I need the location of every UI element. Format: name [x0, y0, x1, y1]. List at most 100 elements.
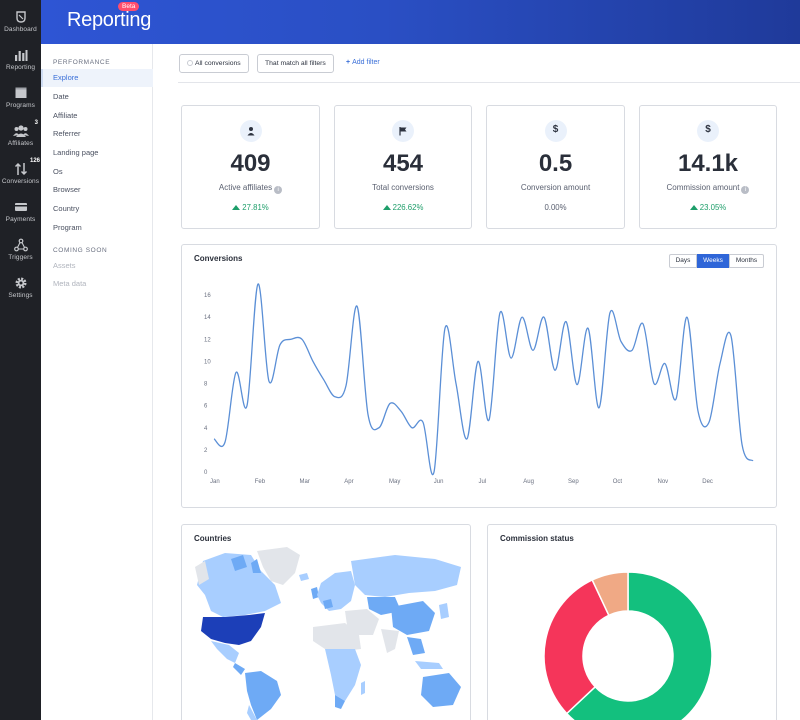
map-country-russia	[351, 555, 461, 597]
rail-item-payments[interactable]: Payments	[0, 200, 41, 223]
y-tick-label: 16	[204, 293, 211, 299]
add-filter-button[interactable]: + Add filter	[346, 59, 380, 66]
subnav-item-referrer[interactable]: Referrer	[53, 129, 81, 138]
x-tick-label: Mar	[300, 479, 310, 485]
map-country-japan	[439, 603, 449, 619]
map-country-china	[391, 601, 435, 635]
subnav-item-date[interactable]: Date	[53, 92, 69, 101]
kpi-card-commission-amount: $ 14.1k Commission amount i 23.05%	[639, 105, 777, 229]
gear-icon	[15, 277, 26, 289]
rail-label: Conversions	[1, 178, 40, 185]
map-country-australia	[421, 673, 461, 707]
map-country-southeast-asia	[407, 637, 425, 655]
kpi-label: Active affiliates i	[182, 183, 319, 194]
match-filter[interactable]: That match all filters	[257, 54, 334, 73]
map-country-central-africa	[325, 649, 361, 701]
kpi-value: 14.1k	[677, 150, 739, 177]
rail-label: Reporting	[5, 64, 36, 71]
donut-slice-declined[interactable]	[543, 578, 610, 715]
map-country-brazil	[245, 671, 281, 720]
subnav-item-browser[interactable]: Browser	[53, 185, 81, 194]
map-country-central-america	[233, 663, 245, 675]
kpi-value: 409	[230, 150, 271, 177]
countries-map	[195, 547, 461, 720]
rail-item-affiliates[interactable]: 3 Affiliates	[0, 120, 41, 147]
kpi-card-active-affiliates: 409 Active affiliates i 27.81%	[181, 105, 320, 229]
kpi-label: Commission amount i	[640, 183, 776, 194]
kpi-value: 454	[382, 150, 424, 177]
kpi-delta: 0.00%	[544, 203, 567, 212]
x-tick-label: May	[389, 479, 400, 485]
circle-icon	[187, 60, 193, 66]
donut-slice-approved[interactable]	[565, 571, 713, 720]
kpi-delta-text: 27.81%	[242, 203, 269, 212]
subnav-item-meta-data: Meta data	[53, 279, 87, 288]
rail-item-triggers[interactable]: Triggers	[0, 238, 41, 261]
map-country-greenland	[257, 547, 300, 585]
y-tick-label: 2	[204, 448, 208, 454]
affiliates-badge: 3	[34, 120, 38, 126]
rail-label: Affiliates	[7, 140, 34, 147]
rail-label: Dashboard	[4, 26, 37, 33]
user-icon	[239, 120, 262, 142]
map-country-madagascar	[361, 681, 365, 695]
info-icon[interactable]: i	[741, 186, 750, 194]
conversions-panel: Conversions	[181, 244, 777, 508]
conversions-title: Conversions	[194, 254, 243, 263]
rail-item-programs[interactable]: Programs	[0, 86, 41, 109]
kpi-label-text: Active affiliates	[218, 183, 273, 192]
map-country-argentina	[247, 705, 257, 720]
subnav-item-affiliate[interactable]: Affiliate	[53, 111, 78, 120]
rail-item-reporting[interactable]: Reporting	[0, 48, 41, 71]
kpi-card-total-conversions: 454 Total conversions 226.62%	[334, 105, 472, 229]
toggle-days[interactable]: Days	[669, 254, 697, 268]
map-country-mexico	[211, 641, 239, 663]
map-country-north-africa	[313, 623, 361, 651]
subnav-item-country[interactable]: Country	[53, 204, 80, 213]
map-country-france	[323, 599, 333, 609]
performance-section-title: PERFORMANCE	[53, 59, 111, 66]
rail-item-conversions[interactable]: 126 Conversions	[0, 158, 41, 185]
map-country-europe	[317, 571, 355, 611]
coming-soon-section-title: COMING SOON	[53, 247, 108, 254]
map-country-uk	[311, 587, 319, 599]
map-country-indonesia	[415, 661, 443, 669]
info-icon[interactable]: i	[274, 186, 283, 194]
x-tick-label: Jun	[434, 479, 444, 485]
subnav-item-os[interactable]: Os	[53, 167, 63, 176]
add-filter-label: Add filter	[352, 59, 380, 66]
map-country-middle-east	[345, 609, 379, 635]
x-tick-label: Dec	[702, 479, 713, 485]
toggle-months[interactable]: Months	[729, 254, 764, 268]
rail-item-dashboard[interactable]: Dashboard	[0, 10, 41, 33]
arrows-icon	[14, 162, 27, 176]
subnav-item-explore[interactable]: Explore	[41, 69, 153, 87]
dollar-icon: $	[697, 120, 719, 142]
countries-title: Countries	[194, 534, 232, 543]
x-tick-label: Sep	[568, 479, 579, 485]
y-tick-label: 6	[204, 404, 208, 410]
all-conversions-filter[interactable]: All conversions	[179, 54, 249, 73]
x-tick-label: Jul	[479, 479, 487, 485]
conversions-series-line	[213, 283, 754, 476]
toggle-weeks[interactable]: Weeks	[697, 254, 729, 268]
x-tick-label: Oct	[613, 479, 623, 485]
kpi-delta: 226.62%	[335, 203, 471, 212]
kpi-delta: 27.81%	[182, 203, 319, 212]
kpi-delta: 23.05%	[640, 203, 776, 212]
up-arrow-icon	[689, 205, 698, 210]
kpi-value: 0.5	[538, 150, 573, 177]
kpi-label: Conversion amount	[520, 183, 591, 192]
up-arrow-icon	[382, 205, 391, 210]
rail-item-settings[interactable]: Settings	[0, 276, 41, 299]
subnav-item-landing-page[interactable]: Landing page	[53, 148, 99, 157]
map-country-usa	[201, 613, 265, 645]
page-title: Reporting	[67, 9, 152, 31]
kpi-delta-text: 226.62%	[392, 203, 424, 212]
rail-label: Payments	[5, 216, 36, 223]
donut-slice-pending[interactable]	[591, 571, 629, 617]
y-tick-label: 0	[204, 470, 208, 476]
filter-divider	[178, 82, 800, 83]
rail-label: Programs	[6, 102, 35, 109]
subnav-item-program[interactable]: Program	[53, 223, 82, 232]
